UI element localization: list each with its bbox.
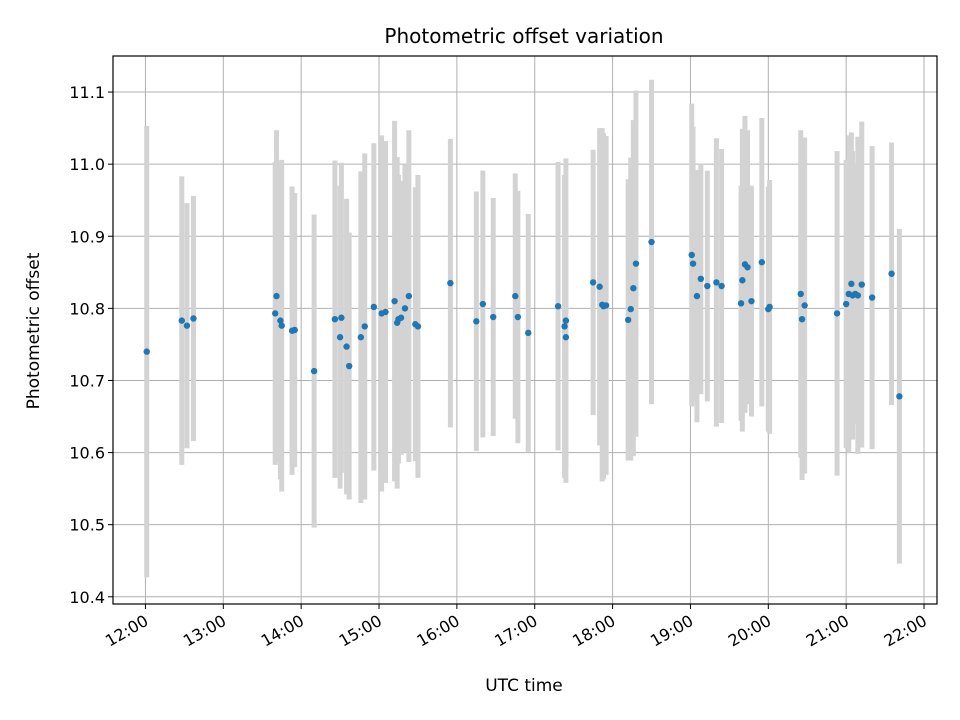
data-point bbox=[589, 279, 597, 286]
y-tick-label: 10.7 bbox=[69, 371, 105, 390]
data-point bbox=[739, 277, 746, 284]
data-point bbox=[737, 300, 745, 307]
data-point bbox=[562, 317, 570, 324]
data-point bbox=[697, 275, 705, 283]
chart-title: Photometric offset variation bbox=[384, 24, 663, 48]
data-point bbox=[278, 322, 285, 329]
data-point bbox=[291, 326, 298, 334]
data-point bbox=[689, 260, 697, 267]
y-tick-label: 10.9 bbox=[69, 227, 105, 246]
data-point bbox=[479, 300, 487, 308]
data-point bbox=[627, 305, 634, 313]
y-tick-label: 10.8 bbox=[69, 299, 105, 318]
data-point bbox=[896, 393, 903, 400]
data-point bbox=[370, 303, 378, 311]
data-point bbox=[345, 362, 353, 370]
data-point bbox=[562, 334, 570, 341]
data-point bbox=[648, 238, 655, 246]
x-axis-label: UTC time bbox=[485, 676, 563, 696]
data-point bbox=[361, 323, 368, 330]
y-tick-label: 10.4 bbox=[69, 588, 105, 607]
data-point bbox=[473, 318, 480, 325]
data-point bbox=[744, 264, 751, 271]
y-tick-label: 11.1 bbox=[69, 83, 105, 102]
data-point bbox=[343, 343, 350, 350]
data-point bbox=[512, 292, 519, 300]
data-point bbox=[688, 251, 695, 259]
data-point bbox=[397, 314, 405, 321]
data-point bbox=[602, 302, 610, 309]
data-point bbox=[630, 284, 637, 292]
data-point bbox=[693, 292, 701, 300]
data-point bbox=[310, 367, 318, 375]
data-point bbox=[272, 310, 279, 317]
data-point bbox=[758, 259, 766, 266]
data-point bbox=[833, 310, 841, 317]
data-point bbox=[382, 308, 389, 316]
plot-frame bbox=[112, 55, 938, 605]
data-point bbox=[414, 323, 422, 330]
y-axis-ticks: 10.4 10.5 10.6 10.7 10.8 10.9 11.0 11.1 bbox=[69, 83, 113, 607]
data-point bbox=[178, 317, 185, 324]
data-point bbox=[401, 305, 409, 312]
data-point bbox=[514, 313, 522, 321]
data-point bbox=[190, 315, 197, 322]
data-point bbox=[525, 329, 532, 337]
data-point bbox=[143, 348, 150, 355]
data-point bbox=[183, 322, 191, 329]
y-tick-label: 10.6 bbox=[69, 444, 105, 463]
data-point bbox=[632, 260, 640, 267]
data-point bbox=[713, 279, 720, 286]
data-point bbox=[561, 323, 568, 330]
y-axis-label: Photometric offset bbox=[24, 252, 44, 409]
data-point bbox=[331, 315, 339, 323]
data-point bbox=[842, 300, 850, 308]
data-point bbox=[338, 314, 345, 321]
data-point bbox=[357, 334, 365, 341]
data-point bbox=[868, 294, 876, 301]
data-point bbox=[854, 292, 862, 299]
data-point bbox=[858, 281, 865, 288]
data-point bbox=[848, 280, 855, 288]
data-point bbox=[801, 302, 808, 309]
data-point bbox=[596, 283, 603, 290]
data-point bbox=[490, 313, 497, 321]
data-point bbox=[797, 290, 804, 298]
data-point bbox=[798, 315, 806, 323]
data-point bbox=[766, 303, 773, 311]
data-point bbox=[718, 282, 725, 290]
data-point bbox=[624, 316, 632, 324]
data-point bbox=[405, 292, 413, 300]
data-point bbox=[554, 303, 562, 310]
data-point bbox=[447, 279, 454, 287]
data-point bbox=[748, 297, 755, 305]
y-tick-label: 10.5 bbox=[69, 516, 105, 535]
data-points bbox=[143, 238, 903, 400]
data-point bbox=[888, 270, 895, 277]
data-point bbox=[336, 334, 344, 341]
data-point bbox=[273, 292, 280, 300]
y-tick-label: 11.0 bbox=[69, 155, 105, 174]
data-point bbox=[704, 282, 711, 290]
data-point bbox=[391, 297, 398, 305]
data-point bbox=[277, 317, 284, 324]
